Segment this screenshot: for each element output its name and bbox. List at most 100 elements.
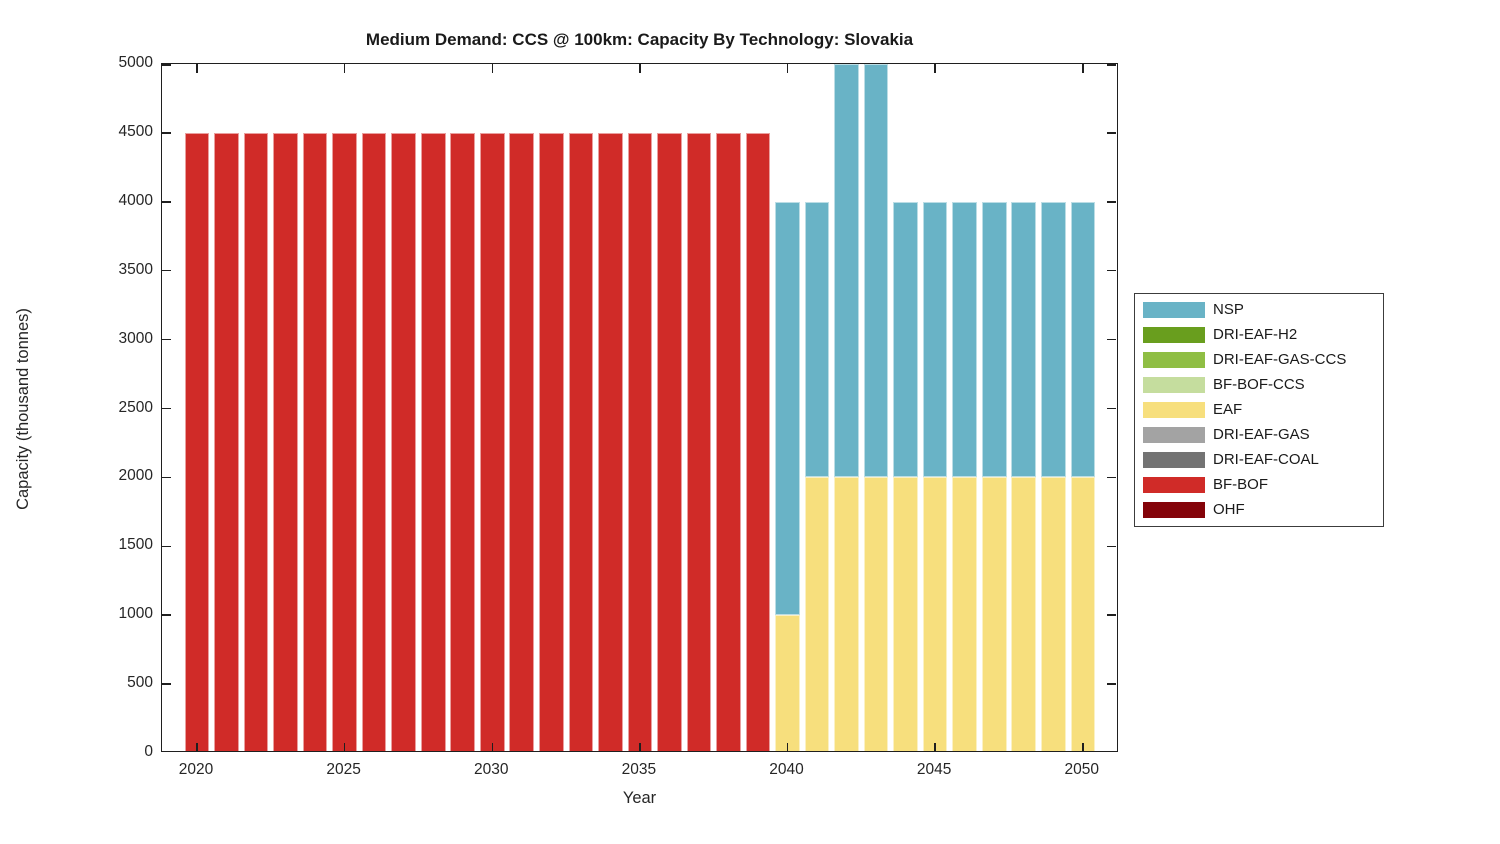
y-tick-left-3000 [162,338,171,341]
legend-label-EAF: EAF [1213,401,1243,418]
bar-segment-NSP-2043 [863,64,889,478]
bar-segment-BF-BOF-2037 [686,132,712,751]
bar-segment-BF-BOF-2025 [332,132,357,751]
bar-segment-NSP-2044 [893,201,918,478]
y-tick-right-5000 [1107,64,1116,66]
legend-row-NSP: NSP [1135,297,1383,322]
bar-segment-BF-BOF-2024 [302,132,328,751]
legend-label-DRI-EAF-GAS-CCS: DRI-EAF-GAS-CCS [1213,351,1347,368]
bar-segment-EAF-2042 [834,477,859,751]
legend-label-BF-BOF: BF-BOF [1213,476,1268,493]
x-tick-top-2020 [196,64,198,73]
legend-swatch-BF-BOF-CCS [1143,376,1205,393]
y-tick-right-3500 [1107,269,1116,272]
x-tick-bottom-2050 [1082,742,1084,751]
bar-segment-EAF-2040 [775,615,800,751]
plot-area [161,63,1118,752]
bar-segment-BF-BOF-2033 [568,132,594,751]
bar-segment-EAF-2043 [863,477,889,751]
bar-segment-NSP-2049 [1040,201,1066,478]
x-tick-label-2025: 2025 [326,761,361,778]
bar-segment-NSP-2048 [1011,201,1037,478]
bar-segment-BF-BOF-2034 [598,132,623,751]
legend-row-BF-BOF-CCS: BF-BOF-CCS [1135,372,1383,397]
x-tick-bottom-2045 [934,742,936,751]
x-tick-label-2035: 2035 [621,761,657,778]
bar-segment-EAF-2048 [1011,477,1037,751]
legend-row-DRI-EAF-COAL: DRI-EAF-COAL [1135,447,1383,472]
legend-row-BF-BOF: BF-BOF [1135,472,1383,497]
bar-segment-EAF-2045 [922,477,948,751]
y-tick-right-4000 [1107,201,1116,203]
chart-title: Medium Demand: CCS @ 100km: Capacity By … [365,30,914,49]
x-tick-bottom-2040 [786,742,789,751]
y-tick-right-500 [1107,683,1116,685]
y-tick-label-2500: 2500 [118,398,153,416]
legend: NSP DRI-EAF-H2 DRI-EAF-GAS-CCS BF-BOF-CCS EA… [1134,293,1384,527]
x-tick-top-2050 [1082,64,1084,73]
bar-segment-BF-BOF-2027 [391,132,416,751]
legend-swatch-OHF [1143,501,1205,518]
bar-segment-EAF-2044 [893,477,918,751]
legend-label-BF-BOF-CCS: BF-BOF-CCS [1213,376,1305,393]
y-tick-label-1500: 1500 [118,536,153,554]
x-tick-top-2045 [934,64,936,73]
bar-segment-NSP-2042 [834,64,859,478]
y-tick-left-500 [162,683,171,685]
legend-swatch-BF-BOF [1143,476,1205,493]
y-tick-right-4500 [1107,132,1116,134]
x-tick-top-2025 [343,64,346,73]
legend-swatch-DRI-EAF-COAL [1143,451,1205,468]
x-tick-top-2040 [786,64,789,73]
x-tick-label-2050: 2050 [1064,761,1100,778]
legend-row-EAF: EAF [1135,397,1383,422]
y-tick-right-3000 [1107,338,1116,341]
legend-row-DRI-EAF-GAS-CCS: DRI-EAF-GAS-CCS [1135,347,1383,372]
bar-segment-EAF-2049 [1040,477,1066,751]
bar-segment-EAF-2046 [952,477,977,751]
x-tick-bottom-2030 [491,742,494,751]
y-tick-label-3000: 3000 [118,329,153,347]
x-tick-label-2040: 2040 [769,761,804,778]
legend-label-DRI-EAF-H2: DRI-EAF-H2 [1213,326,1298,343]
y-tick-label-3500: 3500 [118,260,153,278]
bar-segment-BF-BOF-2031 [509,132,535,751]
y-tick-left-1000 [162,614,171,616]
bar-segment-BF-BOF-2036 [657,132,682,751]
x-tick-label-2020: 2020 [178,761,214,778]
legend-label-OHF: OHF [1213,501,1245,518]
y-tick-left-2000 [162,476,171,479]
y-tick-left-1500 [162,545,171,548]
bar-segment-BF-BOF-2029 [450,132,476,751]
y-tick-label-2000: 2000 [118,467,153,485]
y-tick-label-1000: 1000 [118,605,153,623]
x-tick-label-2030: 2030 [474,761,509,778]
y-tick-left-4500 [162,132,171,134]
y-axis-label: Capacity (thousand tonnes) [14,308,32,510]
legend-swatch-EAF [1143,401,1205,418]
bar-segment-NSP-2046 [952,201,977,478]
x-tick-top-2030 [491,64,494,73]
bar-segment-NSP-2047 [981,201,1007,478]
legend-swatch-DRI-EAF-GAS [1143,426,1205,443]
legend-swatch-NSP [1143,301,1205,318]
y-tick-right-2500 [1107,407,1116,410]
y-tick-left-2500 [162,407,171,410]
bar-segment-NSP-2041 [804,201,830,478]
bar-segment-BF-BOF-2028 [420,132,446,751]
y-tick-label-500: 500 [127,674,153,692]
legend-swatch-DRI-EAF-GAS-CCS [1143,351,1205,368]
x-tick-bottom-2025 [343,742,346,751]
y-tick-label-5000: 5000 [118,54,153,71]
bar-segment-BF-BOF-2026 [361,132,387,751]
x-tick-bottom-2035 [639,742,641,751]
y-tick-right-1500 [1107,545,1116,548]
y-tick-left-5000 [162,64,171,66]
legend-label-DRI-EAF-GAS: DRI-EAF-GAS [1213,426,1310,443]
bar-segment-EAF-2050 [1070,477,1096,751]
x-tick-label-2045: 2045 [916,761,952,778]
x-tick-top-2035 [639,64,641,73]
bar-segment-NSP-2045 [922,201,948,478]
bar-segment-EAF-2041 [804,477,830,751]
